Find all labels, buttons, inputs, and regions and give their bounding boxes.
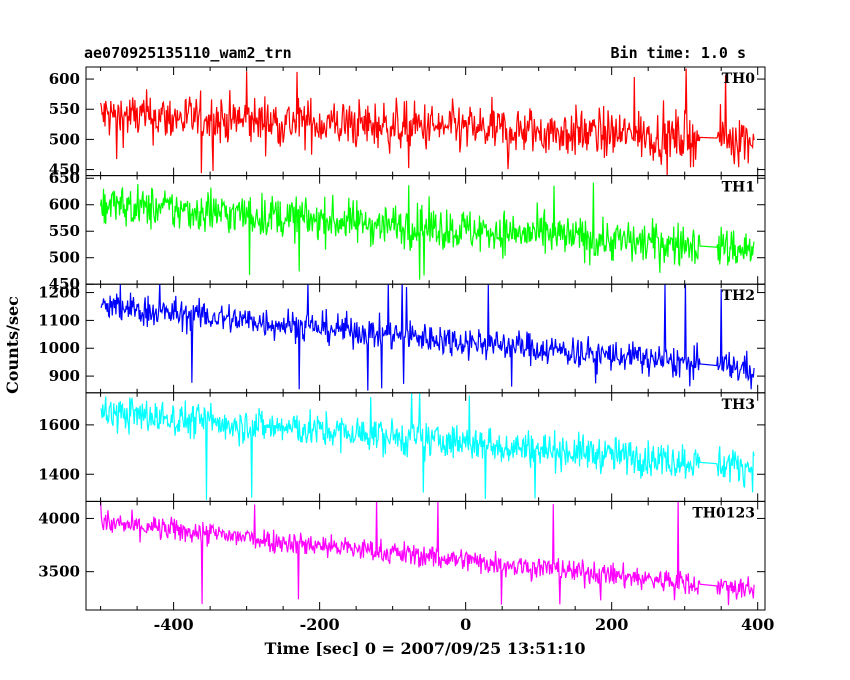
x-tick-label: 400 — [741, 615, 774, 634]
y-tick-label: 1600 — [38, 416, 80, 434]
panel-th0123: 3500 4000 TH0123 — [38, 500, 766, 611]
x-tick-label: -400 — [154, 615, 194, 634]
y-tick-label: 4000 — [38, 509, 80, 527]
series-line-th0 — [100, 68, 755, 176]
y-tick-label: 1200 — [38, 284, 80, 302]
y-tick-label: 1000 — [38, 339, 80, 357]
y-tick-label: 500 — [49, 249, 80, 267]
y-tick-label: 450 — [49, 161, 80, 179]
panel-th0: 450 500 550 600 TH0 — [49, 66, 766, 179]
y-tick-label: 650 — [49, 169, 80, 187]
panels-group: 450 500 550 600 TH0 450 500 550 600 650 TH1 900 1000… — [38, 66, 766, 611]
bin-time-label: Bin time: 1.0 s — [610, 44, 746, 62]
y-tick-label: 1400 — [38, 465, 80, 483]
panel-label: TH0 — [722, 71, 756, 87]
panel-frame — [85, 500, 766, 611]
y-tick-label: 600 — [49, 196, 80, 214]
panel-label: TH2 — [722, 288, 755, 304]
panel-th3: 1400 1600 TH3 — [38, 392, 766, 502]
x-tick-label: 0 — [460, 615, 471, 634]
panel-label: TH3 — [722, 397, 755, 413]
y-tick-label: 900 — [49, 367, 80, 385]
y-tick-label: 550 — [49, 100, 80, 118]
x-tick-label: 200 — [595, 615, 628, 634]
panel-frame — [85, 175, 766, 285]
y-tick-label: 3500 — [38, 563, 80, 581]
series-line-th1 — [100, 182, 755, 280]
y-tick-label: 1100 — [38, 311, 80, 329]
chart-title: ae070925135110_wam2_trn — [84, 44, 292, 62]
series-line-th3 — [100, 392, 755, 500]
y-tick-label: 450 — [49, 275, 80, 293]
y-tick-label: 500 — [49, 130, 80, 148]
series-line-th0123 — [100, 501, 755, 606]
x-axis-label: Time [sec] 0 = 2007/09/25 13:51:10 — [265, 639, 586, 658]
x-tick-label: -200 — [300, 615, 340, 634]
panel-th1: 450 500 550 600 650 TH1 — [49, 169, 766, 293]
y-axis-label: Counts/sec — [3, 296, 22, 394]
panel-label: TH0123 — [692, 505, 755, 521]
y-tick-label: 550 — [49, 222, 80, 240]
series-line-th2 — [100, 284, 755, 391]
panel-th2: 900 1000 1100 1200 TH2 — [38, 284, 766, 394]
panel-label: TH1 — [722, 180, 755, 196]
y-tick-label: 600 — [49, 70, 80, 88]
